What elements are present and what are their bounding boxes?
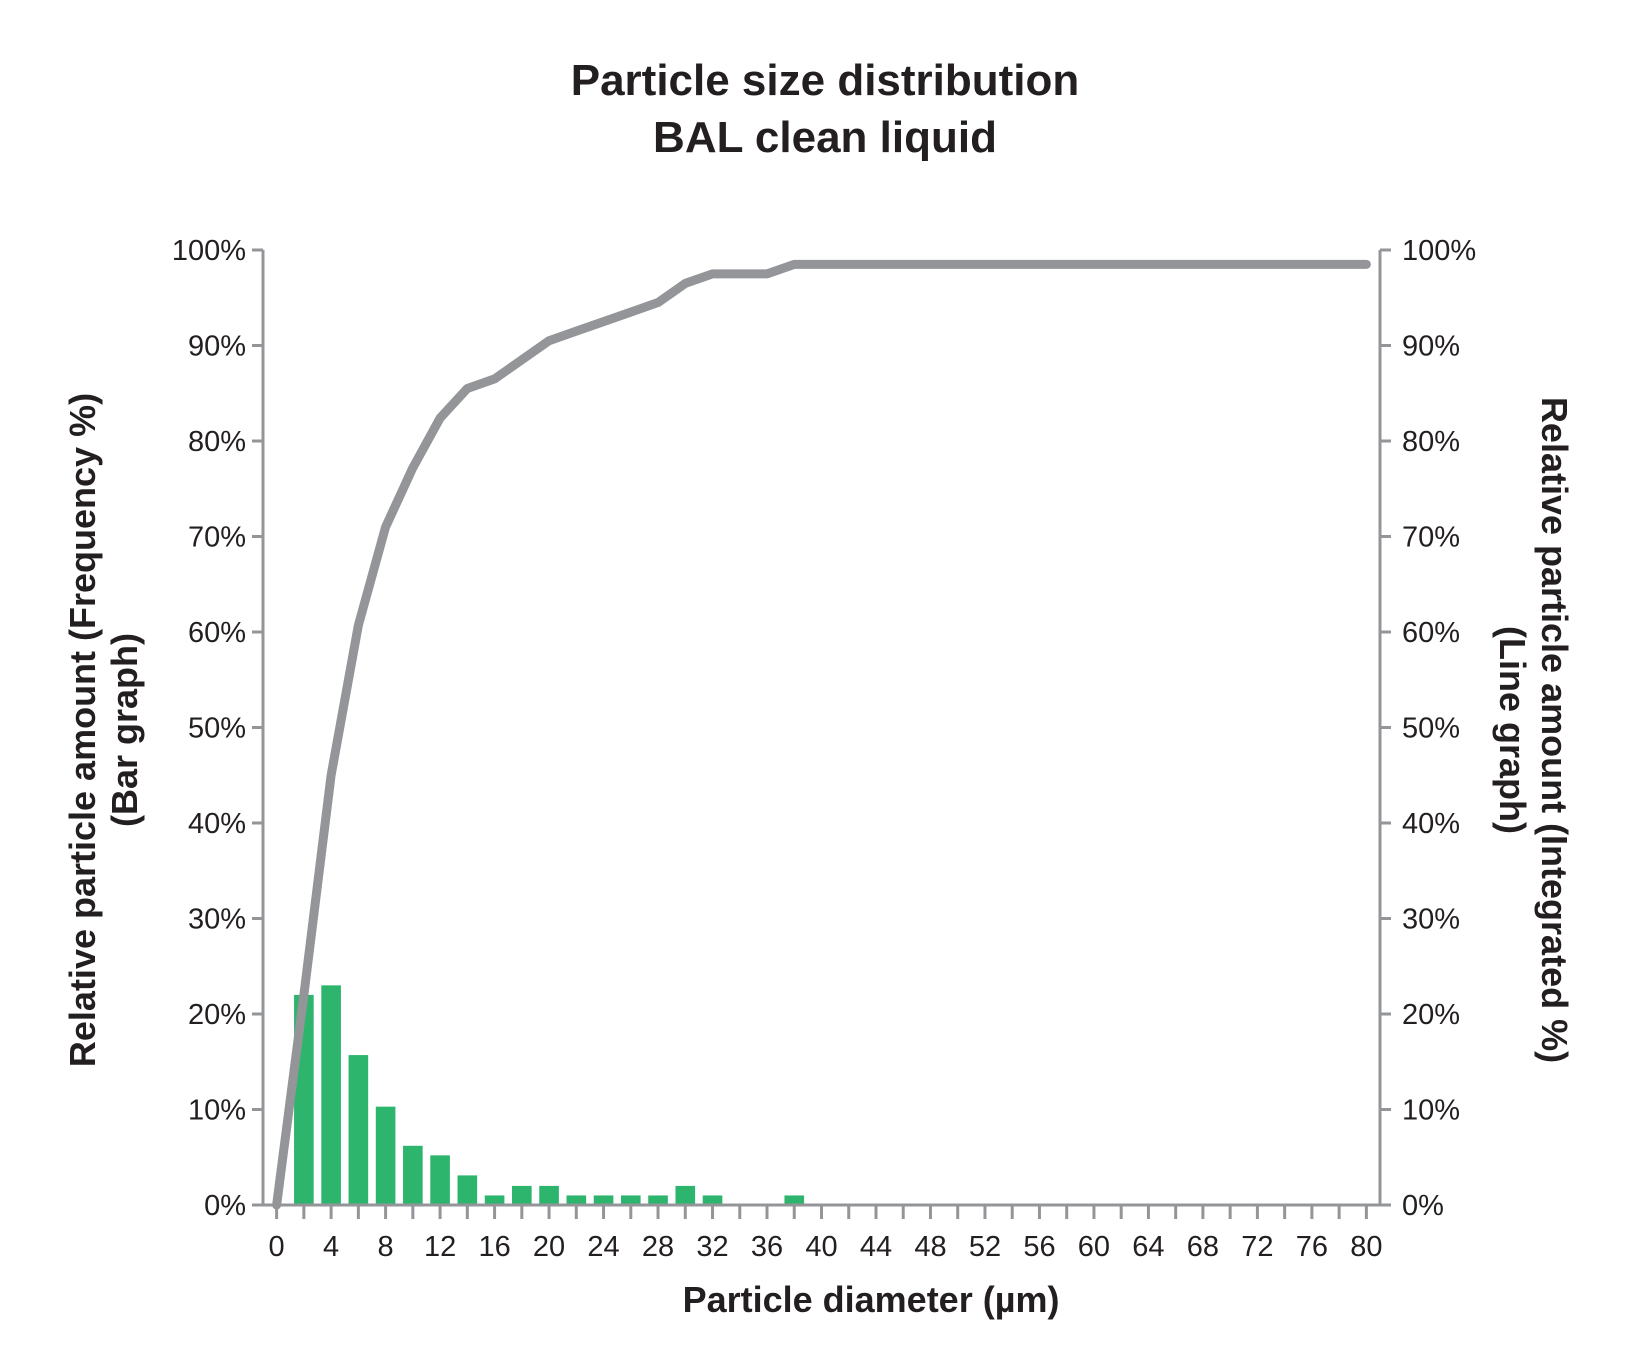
x-tick-label: 12 xyxy=(424,1231,456,1263)
left-y-tick-label: 0% xyxy=(204,1190,246,1222)
right-y-tick-label: 30% xyxy=(1402,904,1460,936)
x-tick-label: 76 xyxy=(1296,1231,1328,1263)
bar xyxy=(375,1106,396,1205)
bar xyxy=(484,1195,505,1205)
x-tick-label: 16 xyxy=(478,1231,510,1263)
right-y-tick-label: 10% xyxy=(1402,1095,1460,1127)
right-y-tick-label: 80% xyxy=(1402,426,1460,458)
x-tick-label: 44 xyxy=(860,1231,892,1263)
bar xyxy=(620,1195,641,1205)
left-y-tick-label: 40% xyxy=(188,808,246,840)
x-tick-label: 36 xyxy=(751,1231,783,1263)
chart-title-line-1: Particle size distribution xyxy=(571,56,1080,105)
x-tick-label: 64 xyxy=(1132,1231,1164,1263)
bar xyxy=(648,1195,668,1205)
bar xyxy=(593,1195,614,1205)
left-y-tick-label: 50% xyxy=(188,713,246,745)
left-axis-title-line-1: Relative particle amount (Frequency %) xyxy=(62,393,103,1067)
x-tick-label: 48 xyxy=(914,1231,946,1263)
axes xyxy=(252,248,1391,1219)
left-y-tick-label: 10% xyxy=(188,1095,246,1127)
left-y-tick-label: 70% xyxy=(188,522,246,554)
x-tick-label: 8 xyxy=(378,1231,394,1263)
right-y-tick-label: 100% xyxy=(1402,235,1476,267)
right-y-tick-label: 50% xyxy=(1402,713,1460,745)
bar xyxy=(784,1195,805,1205)
x-tick-label: 56 xyxy=(1023,1231,1055,1263)
right-y-tick-label: 90% xyxy=(1402,331,1460,363)
bar xyxy=(512,1185,532,1205)
left-y-tick-label: 20% xyxy=(188,999,246,1031)
right-y-tick-label: 60% xyxy=(1402,617,1460,649)
left-y-tick-label: 30% xyxy=(188,904,246,936)
right-axis-title-line-2: (Line graph) xyxy=(1492,626,1533,834)
right-axis-title-line-1: Relative particle amount (Integrated %) xyxy=(1534,397,1575,1063)
x-tick-label: 20 xyxy=(533,1231,565,1263)
x-tick-label: 68 xyxy=(1187,1231,1219,1263)
tick-labels: 0% 0% 10% 10% 20% 20% 30% 30% 40% 40% 50% 50% 60% 60%… xyxy=(172,235,1476,1263)
bar xyxy=(675,1185,696,1205)
left-y-tick-label: 90% xyxy=(188,331,246,363)
left-y-tick-label: 60% xyxy=(188,617,246,649)
chart-title: Particle size distribution BAL clean liq… xyxy=(571,56,1080,162)
chart-title-line-2: BAL clean liquid xyxy=(653,113,997,162)
x-tick-label: 24 xyxy=(587,1231,619,1263)
x-axis-title: Particle diameter (µm) xyxy=(683,1279,1060,1320)
bar xyxy=(348,1055,369,1205)
x-tick-label: 28 xyxy=(642,1231,674,1263)
bar xyxy=(403,1145,423,1205)
right-axis-title: Relative particle amount (Integrated %) … xyxy=(1492,397,1575,1063)
x-tick-label: 60 xyxy=(1078,1231,1110,1263)
right-y-tick-label: 0% xyxy=(1402,1190,1444,1222)
bar xyxy=(539,1185,559,1205)
x-tick-label: 40 xyxy=(805,1231,837,1263)
bar xyxy=(321,985,341,1205)
bar xyxy=(457,1175,478,1205)
bar-series xyxy=(294,985,805,1205)
x-tick-label: 80 xyxy=(1350,1231,1382,1263)
x-tick-label: 52 xyxy=(969,1231,1001,1263)
bar xyxy=(702,1195,723,1205)
x-tick-label: 32 xyxy=(696,1231,728,1263)
x-tick-label: 0 xyxy=(269,1231,285,1263)
x-tick-label: 72 xyxy=(1241,1231,1273,1263)
right-y-tick-label: 40% xyxy=(1402,808,1460,840)
bar xyxy=(430,1155,450,1205)
line-series xyxy=(272,259,1371,1210)
left-y-tick-label: 80% xyxy=(188,426,246,458)
right-y-tick-label: 20% xyxy=(1402,999,1460,1031)
left-y-tick-label: 100% xyxy=(172,235,246,267)
left-axis-title: Relative particle amount (Frequency %) (… xyxy=(62,393,145,1067)
x-tick-label: 4 xyxy=(323,1231,339,1263)
right-y-tick-label: 70% xyxy=(1402,522,1460,554)
cumulative-line xyxy=(272,259,1371,1210)
bar xyxy=(566,1195,587,1205)
left-axis-title-line-2: (Bar graph) xyxy=(104,633,145,827)
